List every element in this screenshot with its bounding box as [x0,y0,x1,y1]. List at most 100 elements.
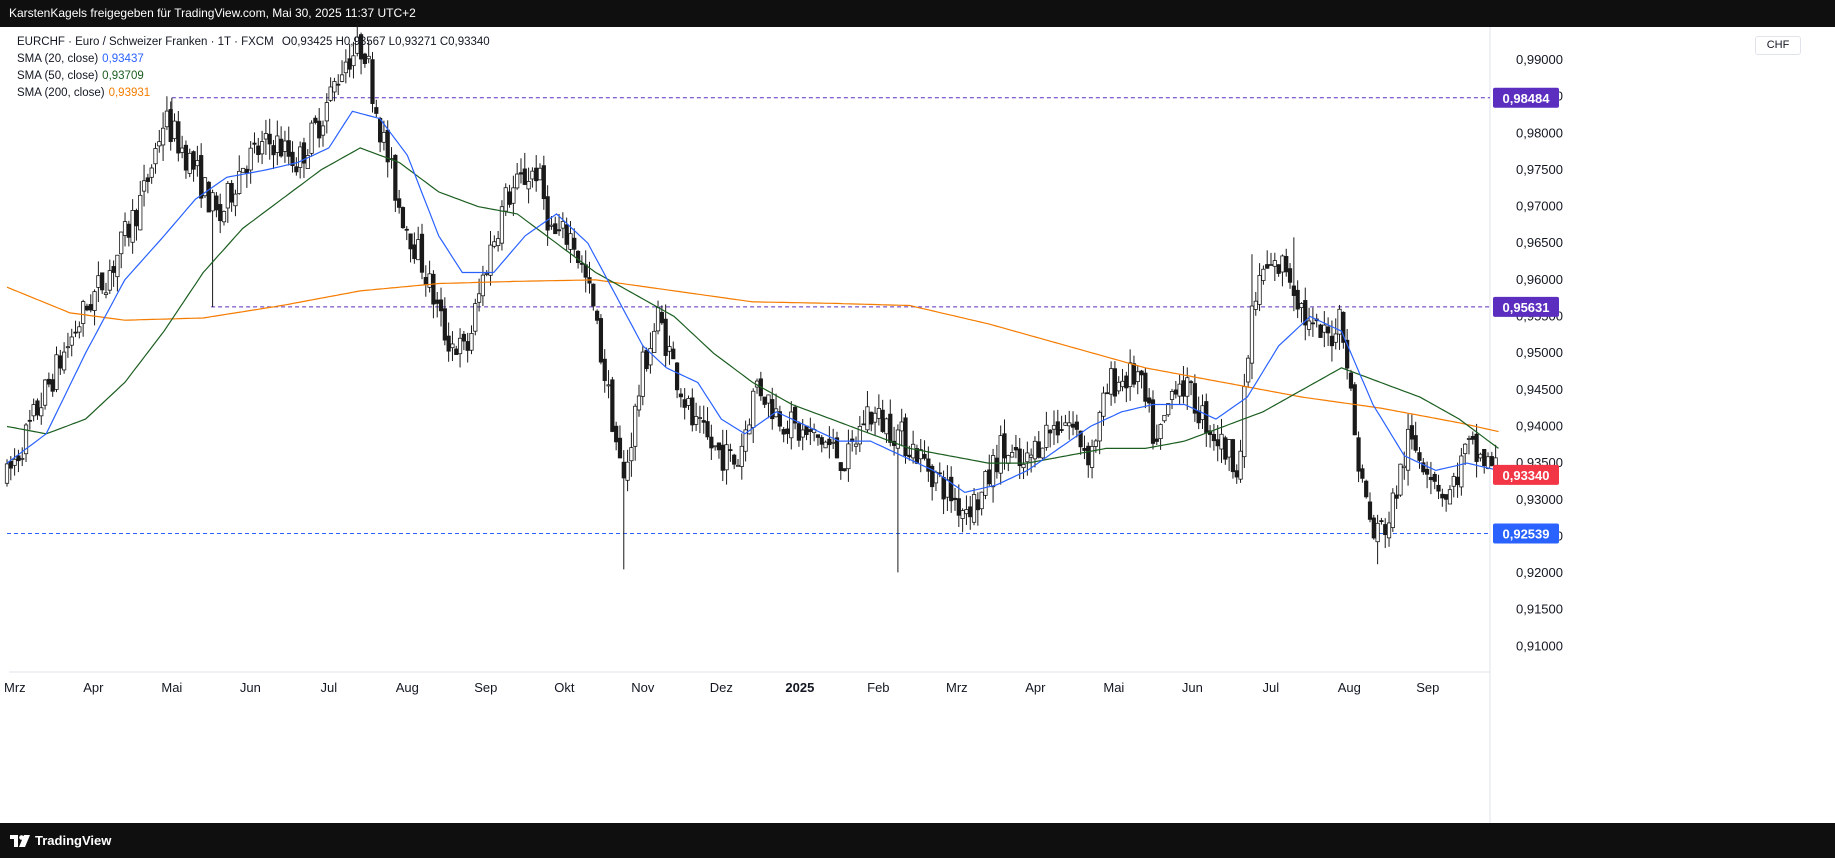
candle-body [1116,381,1121,392]
candle-body [39,407,44,417]
candle-body [1219,433,1224,450]
legend-sma200[interactable]: SMA (200, close) 0,93931 [17,85,490,102]
candle-body [568,233,573,250]
candle-body [1371,517,1376,539]
currency-button[interactable]: CHF [1755,36,1801,55]
candle-body [206,181,211,213]
candle-body [1470,435,1475,440]
candle-body [100,272,105,291]
candle-body [1337,308,1342,335]
candle-body [1318,324,1323,338]
tradingview-logo[interactable]: TradingView [10,833,111,848]
candle-body [1093,440,1098,447]
candle-body [545,196,550,231]
candle-body [564,224,569,245]
candle-body [1048,429,1053,434]
candle-body [530,170,535,180]
candle-body [1413,435,1418,451]
candle-body [1295,289,1300,310]
candle-body [317,120,322,139]
candle-body [473,303,478,332]
candle-body [1375,522,1380,543]
candle-body [633,405,638,447]
candle-body [320,125,326,136]
candle-body [412,244,417,260]
candle-body [1150,399,1156,444]
candle-body [724,444,729,471]
y-tick-label: 0,93000 [1516,492,1563,507]
candle-body [298,146,303,168]
candle-body [1428,476,1434,481]
candle-body [1196,410,1201,424]
candle-body [259,141,265,155]
candle-body [701,420,706,423]
candle-body [857,425,862,445]
candle-body [1463,443,1468,455]
candle-body [271,145,276,156]
candle-body [556,229,562,232]
candle-body [199,155,204,199]
candle-body [1017,448,1022,467]
candle-body [362,53,367,64]
candle-body [861,423,866,426]
candle-body [796,423,802,441]
y-tick-label: 0,97500 [1516,162,1563,177]
candle-body [370,59,375,104]
candle-body [808,429,813,432]
candle-body [332,81,337,93]
candle-body [575,250,581,264]
last-price-tag-label: 0,93340 [1503,468,1550,483]
candle-body [732,454,737,465]
candle-body [1474,433,1479,462]
candle-body [560,221,565,229]
candle-body [1089,446,1095,468]
candle-body [1234,470,1239,478]
candle-body [309,122,314,154]
candle-body [347,58,352,70]
sma20-value: 0,93437 [102,53,144,65]
candle-body [1135,371,1140,382]
candle-body [918,449,923,460]
last-price-tag [1493,464,1559,485]
x-tick-label: Aug [1338,680,1361,695]
candle-body [971,494,977,523]
candle-body [930,465,935,488]
y-tick-label: 0,94000 [1516,418,1563,433]
candle-body [1348,372,1354,389]
symbol-title: EURCHF · Euro / Schweizer Franken · 1T ·… [17,36,274,48]
legend-sma50[interactable]: SMA (50, close) 0,93709 [17,68,490,85]
candle-body [465,341,470,351]
candle-body [1078,430,1083,448]
candle-body [922,453,927,459]
candle-body [686,398,691,406]
candle-body [804,425,809,436]
candle-body [842,468,847,472]
candle-body [956,498,961,516]
sma20-label: SMA (20, close) [17,53,99,65]
legend-sma20[interactable]: SMA (20, close) 0,93437 [17,51,490,68]
x-tick-label: Aug [396,680,419,695]
candle-body [221,210,227,223]
candle-body [8,460,13,469]
level-price-tag-label: 0,92539 [1503,527,1550,542]
candle-body [1230,439,1236,473]
candle-body [640,351,645,397]
candle-body [1158,424,1163,440]
candle-body [888,413,893,443]
candle-body [1440,493,1445,499]
price-axis [1491,27,1826,672]
candle-body [1238,450,1243,480]
candle-body [1268,264,1274,266]
candle-body [301,142,307,164]
legend-symbol-row: EURCHF · Euro / Schweizer Franken · 1T ·… [17,34,490,51]
candle-body [1272,260,1277,267]
candle-body [697,417,703,420]
candle-body [1002,433,1007,459]
chart-legend: EURCHF · Euro / Schweizer Franken · 1T ·… [17,34,490,102]
y-tick-label: 0,98000 [1516,125,1563,140]
candle-body [682,399,687,408]
candle-body [416,239,421,261]
candle-body [1211,433,1216,442]
candle-body [1417,452,1422,461]
